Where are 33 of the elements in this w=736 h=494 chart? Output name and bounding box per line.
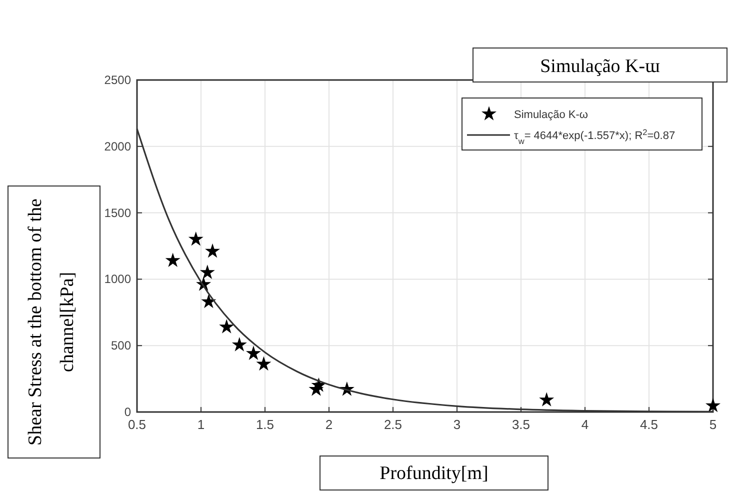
point: [201, 294, 216, 308]
point: [705, 398, 721, 412]
x-tick-label: 4: [581, 417, 589, 432]
x-tick-label: 5: [709, 417, 717, 432]
x-tick-label: 2: [325, 417, 333, 432]
y-axis-title: Shear Stress at the bottom of the channel[kPa]: [25, 198, 78, 446]
point: [232, 337, 247, 352]
y-tick-label: 500: [110, 338, 132, 353]
text: Simulação K-ɯ: [540, 56, 660, 77]
x-tick-label: 3: [453, 417, 461, 432]
x-tick-label: 1: [197, 417, 205, 432]
y-tick-label: 2500: [104, 73, 132, 87]
x-axis-title: Profundity[m]: [380, 463, 488, 484]
point: [205, 243, 220, 258]
y-tick-label: 1000: [104, 272, 132, 286]
y-tick-label: 0: [124, 405, 132, 419]
point: [256, 356, 272, 371]
point: [311, 378, 326, 392]
legend-label: Simulação K-ω: [514, 109, 588, 121]
x-tick-label: 3.5: [512, 417, 530, 432]
point: [539, 392, 554, 406]
y-tick-label: 1500: [104, 206, 132, 220]
x-tick-label: 2.5: [384, 417, 402, 432]
point: [246, 346, 261, 360]
point: [188, 231, 204, 246]
point: [165, 252, 180, 267]
legend-label: τ$_{w}$= 4644*exp(-1.557*x); R$^{2}$=0.87: [514, 128, 676, 146]
y-tick-label: 2000: [104, 139, 132, 154]
x-tick-label: 0.5: [128, 417, 146, 432]
point: [219, 319, 234, 334]
x-tick-label: 4.5: [640, 417, 658, 432]
point: [200, 264, 215, 279]
x-tick-label: 1.5: [256, 417, 274, 432]
